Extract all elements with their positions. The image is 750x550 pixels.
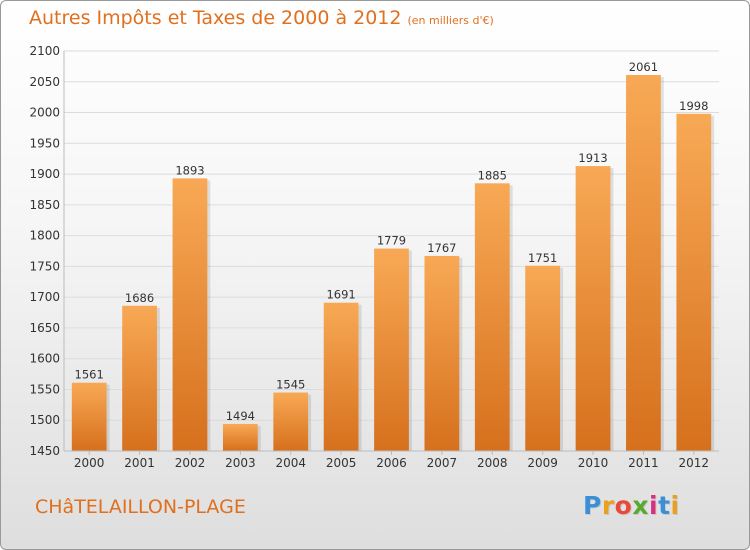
y-tick-label: 1850: [29, 198, 60, 212]
place-name: CHâTELAILLON-PLAGE: [35, 496, 246, 518]
bar: [374, 248, 409, 451]
data-label: 1779: [377, 234, 406, 248]
logo-letter: r: [601, 491, 615, 520]
x-tick-label: 2011: [628, 456, 659, 470]
x-tick-label: 2001: [124, 456, 155, 470]
y-tick-label: 1900: [29, 167, 60, 181]
data-label: 2061: [629, 60, 658, 74]
data-label: 1893: [175, 163, 204, 177]
bar: [575, 166, 611, 452]
data-label: 1885: [478, 168, 507, 182]
x-tick-label: 2005: [326, 456, 357, 470]
y-tick-label: 1450: [29, 444, 60, 458]
y-tick-label: 1600: [29, 352, 60, 366]
y-tick-label: 2050: [29, 75, 60, 89]
x-tick-label: 2012: [679, 456, 710, 470]
x-tick-label: 2008: [477, 456, 508, 470]
proxiti-logo: Proxiti: [583, 491, 680, 520]
y-tick-label: 1550: [29, 382, 60, 396]
bar: [323, 302, 359, 451]
logo-letter: P: [583, 491, 602, 520]
logo-letter: o: [614, 491, 633, 520]
bar: [222, 423, 258, 451]
bar: [71, 382, 107, 451]
data-label: 1998: [679, 99, 708, 113]
data-label: 1494: [226, 409, 255, 423]
chart-title-text: Autres Impôts et Taxes de 2000 à 2012: [29, 7, 402, 29]
bar: [273, 392, 309, 451]
y-tick-label: 2000: [29, 106, 60, 120]
y-tick-label: 2100: [29, 44, 60, 58]
x-tick-label: 2000: [74, 456, 105, 470]
y-tick-label: 1950: [29, 136, 60, 150]
bar: [122, 305, 157, 451]
data-label: 1561: [75, 368, 104, 382]
bars: [71, 75, 715, 452]
bar: [626, 75, 661, 451]
logo-letter: i: [670, 491, 680, 520]
x-tick-label: 2003: [225, 456, 256, 470]
bar: [525, 265, 561, 451]
data-labels: 1561 1686 1893 1494 1545 1691 1779 1767 1885 1751…: [75, 60, 709, 423]
x-tick-label: 2007: [427, 456, 458, 470]
y-axis: 1450 1500 1550 1600 1650 1700 1750 1800 1850 1900…: [29, 44, 65, 458]
chart-subtitle: (en milliers d'€): [407, 14, 494, 27]
data-label: 1686: [125, 291, 154, 305]
data-label: 1751: [528, 251, 557, 265]
data-label: 1545: [276, 378, 305, 392]
x-tick-label: 2004: [275, 456, 306, 470]
y-tick-label: 1650: [29, 321, 60, 335]
y-tick-label: 1500: [29, 413, 60, 427]
logo-letter: x: [632, 491, 649, 520]
bar: [474, 183, 510, 452]
x-tick-label: 2002: [175, 456, 206, 470]
x-tick-label: 2006: [376, 456, 407, 470]
x-tick-label: 2010: [578, 456, 609, 470]
bar: [676, 113, 712, 452]
logo-letter: i: [649, 491, 659, 520]
data-label: 1767: [427, 241, 456, 255]
logo-letter: t: [658, 491, 671, 520]
y-tick-label: 1800: [29, 229, 60, 243]
data-label: 1913: [578, 151, 607, 165]
y-tick-label: 1750: [29, 259, 60, 273]
y-tick-label: 1700: [29, 290, 60, 304]
bar: [424, 255, 460, 451]
chart-title: Autres Impôts et Taxes de 2000 à 2012 (en…: [29, 7, 494, 29]
bar: [172, 178, 208, 451]
x-axis: 2000 2001 2002 2003 2004 2005 2006 2007 2008 2009…: [64, 450, 719, 470]
data-label: 1691: [326, 288, 355, 302]
x-tick-label: 2009: [527, 456, 558, 470]
